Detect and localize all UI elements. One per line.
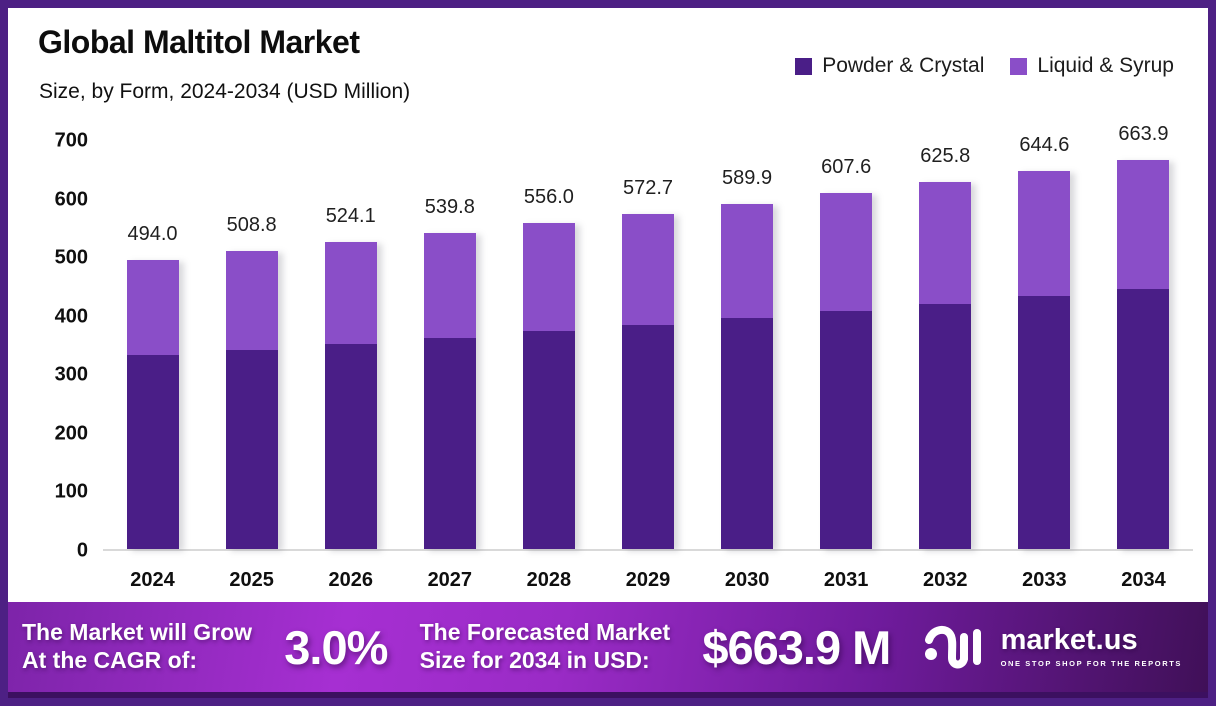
y-axis-tick: 600	[54, 188, 88, 211]
bar-segment-powder-crystal	[1117, 288, 1170, 549]
y-axis: 0 100 200 300 400 500 600 700	[28, 130, 88, 562]
forecast-caption-line2: Size for 2034 in USD:	[419, 647, 650, 673]
bar-segment-powder-crystal	[622, 324, 674, 549]
logo-tagline: ONE STOP SHOP FOR THE REPORTS	[1000, 659, 1182, 668]
legend-label: Liquid & Syrup	[1037, 54, 1174, 77]
bar-2032: 625.8	[919, 145, 972, 549]
bar-2033: 644.6	[1018, 134, 1071, 549]
x-axis-label: 2031	[823, 569, 869, 591]
bar-segment-powder-crystal	[126, 355, 179, 549]
bar-segment-liquid-syrup	[522, 223, 575, 332]
bar-2029: 572.7	[622, 177, 674, 549]
x-axis-label: 2034	[1121, 569, 1166, 591]
y-axis-tick: 200	[54, 422, 88, 445]
bar-total-label: 625.8	[920, 145, 971, 168]
x-axis-label: 2033	[1022, 569, 1067, 591]
y-axis-tick: 400	[54, 305, 88, 328]
x-axis-label: 2027	[427, 569, 473, 591]
bar-total-label: 494.0	[127, 222, 178, 245]
y-axis-tick: 100	[54, 480, 88, 503]
bar-total-label: 607.6	[821, 156, 872, 179]
bar-segment-powder-crystal	[1018, 296, 1071, 549]
bar-segment-liquid-syrup	[1117, 160, 1170, 289]
bar-segment-powder-crystal	[225, 349, 278, 549]
bar-2030: 589.9	[721, 167, 774, 549]
bar-2026: 524.1	[324, 205, 377, 549]
forecast-caption: The Forecasted Market Size for 2034 in U…	[420, 619, 671, 674]
y-axis-tick: 700	[54, 129, 88, 152]
x-axis-label: 2029	[625, 569, 671, 591]
bar-segment-liquid-syrup	[919, 182, 972, 304]
bar-2028: 556.0	[522, 186, 575, 549]
cagr-caption-line2: At the CAGR of:	[22, 647, 198, 673]
bar-2025: 508.8	[225, 214, 278, 549]
logo-name: market.us	[1000, 624, 1138, 656]
bar-segment-liquid-syrup	[721, 203, 774, 318]
x-axis-label: 2028	[526, 569, 572, 591]
bar-total-label: 663.9	[1118, 123, 1169, 146]
bar-segment-liquid-syrup	[622, 213, 674, 325]
bar-segment-liquid-syrup	[423, 232, 476, 338]
cagr-caption: The Market will Grow At the CAGR of:	[22, 619, 252, 674]
bar-total-label: 589.9	[722, 166, 773, 189]
bar-total-label: 539.8	[424, 195, 475, 218]
bar-segment-powder-crystal	[820, 310, 873, 549]
bar-segment-liquid-syrup	[324, 242, 377, 344]
legend-swatch	[795, 57, 813, 75]
legend-item-liquid-syrup: Liquid & Syrup	[1010, 54, 1174, 78]
bar-segment-powder-crystal	[522, 331, 575, 549]
y-axis-tick: 500	[54, 246, 88, 269]
bar-segment-powder-crystal	[423, 337, 476, 549]
cagr-caption-line1: The Market will Grow	[22, 619, 253, 646]
bar-2027: 539.8	[423, 196, 476, 549]
bar-total-label: 572.7	[622, 176, 674, 199]
bar-total-label: 556.0	[523, 186, 574, 209]
bar-2034: 663.9	[1117, 123, 1170, 549]
x-axis-label: 2032	[923, 569, 968, 591]
chart-legend: Powder & Crystal Liquid & Syrup	[795, 54, 1174, 78]
x-axis-label: 2026	[328, 569, 373, 591]
market-us-logo-text: market.us ONE STOP SHOP FOR THE REPORTS	[1000, 624, 1182, 669]
cagr-banner: The Market will Grow At the CAGR of: 3.0…	[8, 602, 1208, 698]
cagr-value: 3.0%	[284, 620, 388, 674]
bar-segment-powder-crystal	[919, 303, 972, 549]
legend-swatch	[1010, 57, 1028, 75]
legend-label: Powder & Crystal	[822, 54, 985, 77]
bar-segment-liquid-syrup	[820, 193, 873, 311]
market-us-logo: market.us ONE STOP SHOP FOR THE REPORTS	[923, 621, 1182, 673]
page-title: Global Maltitol Market	[38, 24, 360, 60]
x-axis-label: 2030	[724, 569, 770, 591]
page-subtitle: Size, by Form, 2024-2034 (USD Million)	[39, 80, 411, 103]
bar-total-label: 644.6	[1019, 134, 1070, 157]
bar-segment-liquid-syrup	[1018, 171, 1071, 297]
y-axis-tick: 0	[76, 539, 88, 562]
bar-segment-powder-crystal	[324, 343, 377, 549]
x-axis-label: 2024	[130, 569, 175, 591]
bar-total-label: 524.1	[325, 205, 376, 228]
bar-total-label: 508.8	[226, 214, 277, 236]
bar-segment-powder-crystal	[721, 317, 774, 549]
plot-area: 494.0 2024 508.8 2025 524.1 2026 539.8 2027 556.…	[103, 123, 1193, 591]
market-us-logo-icon	[924, 625, 981, 669]
forecast-value: $663.9 M	[702, 620, 891, 674]
x-axis-label: 2025	[229, 569, 274, 591]
legend-item-powder-crystal: Powder & Crystal	[795, 54, 984, 78]
forecast-caption-line1: The Forecasted Market	[419, 619, 671, 646]
bar-2031: 607.6	[820, 156, 873, 549]
bar-segment-liquid-syrup	[126, 259, 179, 356]
bar-2024: 494.0	[126, 223, 179, 549]
bar-segment-liquid-syrup	[225, 251, 278, 350]
y-axis-tick: 300	[54, 363, 88, 386]
